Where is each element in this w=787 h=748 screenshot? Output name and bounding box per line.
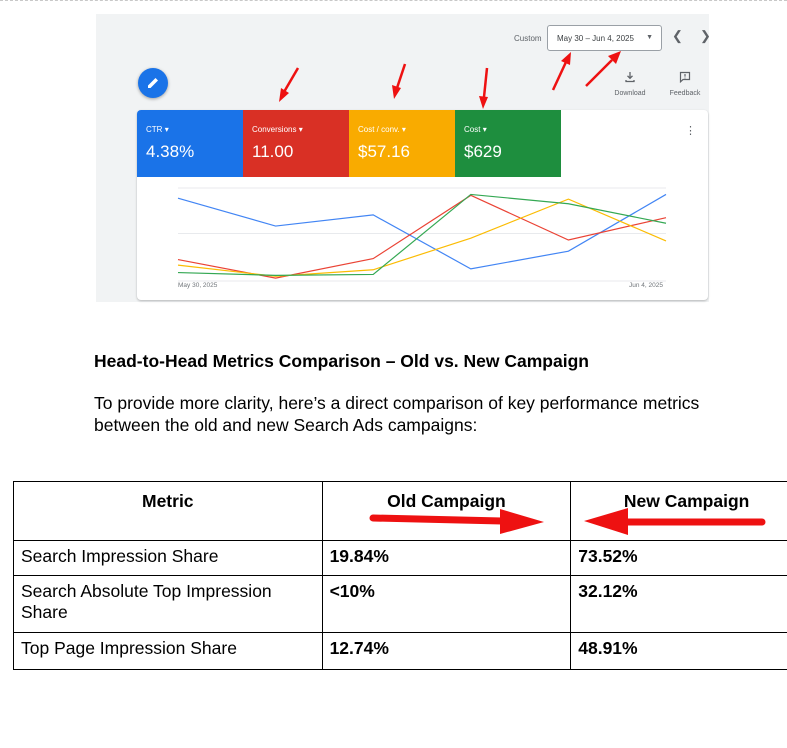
- download-button[interactable]: Download: [610, 70, 650, 97]
- old-value-cell: <10%: [321, 575, 572, 633]
- metric-tile-ctr[interactable]: CTR ▾ 4.38%: [137, 110, 243, 177]
- series-line-cost: [177, 193, 667, 276]
- pencil-icon: [148, 78, 158, 88]
- feedback-label: Feedback: [669, 90, 701, 97]
- metric-tile-cost[interactable]: Cost ▾ $629: [455, 110, 561, 177]
- feedback-button[interactable]: Feedback: [665, 70, 705, 97]
- old-value-cell: 12.74%: [321, 632, 572, 670]
- metric-cell: Top Page Impression Share: [13, 632, 323, 670]
- annotation-arrow: [392, 63, 407, 99]
- metric-value: $629: [464, 142, 502, 161]
- performance-card: CTR ▾ 4.38% Conversions ▾ 11.00 Cost / c…: [137, 110, 708, 300]
- x-tick-label-start: May 30, 2025: [178, 282, 218, 289]
- header-metric: Metric: [13, 481, 323, 541]
- x-tick-label-end: Jun 4, 2025: [629, 282, 663, 289]
- caret-down-icon: ▾: [482, 125, 487, 134]
- metric-value: 11.00: [252, 142, 294, 161]
- header-new-campaign: New Campaign: [570, 481, 787, 541]
- annotation-arrow: [551, 52, 571, 91]
- metric-cell: Search Absolute Top Impression Share: [13, 575, 323, 633]
- metric-value: 4.38%: [146, 142, 195, 161]
- download-label: Download: [614, 90, 646, 97]
- section-heading: Head-to-Head Metrics Comparison – Old vs…: [94, 351, 589, 371]
- metric-name: CTR: [146, 125, 163, 134]
- metric-tile-conversions[interactable]: Conversions ▾ 11.00: [243, 110, 349, 177]
- date-range-value: May 30 – Jun 4, 2025: [557, 34, 634, 43]
- date-range-select[interactable]: May 30 – Jun 4, 2025 ▼: [547, 25, 662, 51]
- annotation-arrow: [479, 67, 489, 109]
- new-value-cell: 73.52%: [570, 540, 787, 576]
- old-value-cell: 19.84%: [321, 540, 572, 576]
- table-row: Search Impression Share 19.84% 73.52%: [13, 540, 787, 576]
- metric-name: Cost: [464, 125, 481, 134]
- new-value-cell: 32.12%: [570, 575, 787, 633]
- caret-down-icon: ▾: [164, 125, 169, 134]
- date-range-type-label: Custom: [514, 34, 542, 43]
- chevron-left-icon[interactable]: ❮: [672, 28, 683, 43]
- table-row: Top Page Impression Share 12.74% 48.91%: [13, 632, 787, 670]
- caret-down-icon: ▼: [646, 34, 653, 41]
- new-value-cell: 48.91%: [570, 632, 787, 670]
- annotation-arrow: [585, 51, 621, 87]
- metric-name: Conversions: [252, 125, 297, 134]
- caret-down-icon: ▾: [298, 125, 303, 134]
- page-top-border: [0, 0, 787, 4]
- chevron-right-icon[interactable]: ❯: [700, 28, 711, 43]
- metric-name: Cost / conv.: [358, 125, 400, 134]
- annotation-arrow: [279, 67, 300, 102]
- metric-tile-cost-per-conv[interactable]: Cost / conv. ▾ $57.16: [349, 110, 455, 177]
- header-old-campaign: Old Campaign: [321, 481, 572, 541]
- table-header-row: Metric Old Campaign New Campaign: [13, 481, 787, 541]
- section-paragraph: To provide more clarity, here’s a direct…: [94, 393, 700, 435]
- metric-cell: Search Impression Share: [13, 540, 323, 576]
- series-line-ctr: [177, 193, 667, 270]
- table-row: Search Absolute Top Impression Share <10…: [13, 575, 787, 633]
- edit-button[interactable]: [138, 68, 168, 98]
- comparison-table: Metric Old Campaign New Campaign Search …: [13, 481, 787, 670]
- ads-performance-screenshot: Custom May 30 – Jun 4, 2025 ▼ ❮ ❯ Downlo…: [96, 14, 711, 302]
- metric-value: $57.16: [358, 142, 410, 161]
- feedback-icon: [679, 71, 691, 84]
- more-options-icon[interactable]: ⋮: [685, 125, 696, 137]
- caret-down-icon: ▾: [401, 125, 406, 134]
- performance-line-chart: [177, 187, 667, 282]
- download-icon: [625, 72, 635, 83]
